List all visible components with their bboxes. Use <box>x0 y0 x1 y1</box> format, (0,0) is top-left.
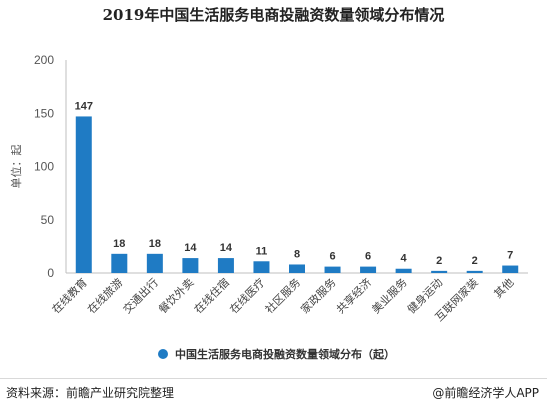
data-label: 2 <box>436 255 442 267</box>
x-tick-label: 在线住宿 <box>191 275 232 316</box>
data-label: 14 <box>184 242 197 254</box>
y-tick-label: 200 <box>34 53 54 67</box>
legend-label: 中国生活服务电商投融资数量领域分布（起） <box>175 347 395 361</box>
data-label: 4 <box>401 253 408 265</box>
y-tick-label: 0 <box>47 266 54 280</box>
data-label: 6 <box>365 251 371 263</box>
chart-title: 2019年中国生活服务电商投融资数量领域分布情况 <box>102 6 445 24</box>
source-note: 资料来源：前瞻产业研究院整理 <box>6 386 175 400</box>
x-tick-label: 在线医疗 <box>227 275 268 316</box>
data-label: 7 <box>507 250 513 262</box>
bar <box>289 264 305 273</box>
data-label: 2 <box>472 255 478 267</box>
y-tick-label: 50 <box>41 213 55 227</box>
x-tick-label: 美业服务 <box>369 276 409 316</box>
y-tick-label: 100 <box>34 160 54 174</box>
x-tick-label: 在线旅游 <box>84 275 125 316</box>
bar <box>146 253 163 273</box>
bar <box>217 258 234 273</box>
data-label: 18 <box>113 238 125 250</box>
bar <box>431 270 448 273</box>
bar <box>395 268 412 273</box>
y-tick-label: 150 <box>34 106 54 120</box>
bar <box>324 266 341 273</box>
x-tick-label: 其他 <box>492 276 517 301</box>
data-label: 6 <box>329 251 335 263</box>
x-tick-label: 餐饮外卖 <box>155 275 196 316</box>
bar <box>182 258 199 273</box>
y-axis-label: 单位：起 <box>9 145 23 189</box>
data-label: 14 <box>220 242 233 254</box>
bar <box>75 116 92 273</box>
bar <box>360 266 377 273</box>
data-label: 11 <box>256 245 268 257</box>
bar <box>111 253 128 273</box>
x-tick-label: 社区服务 <box>262 275 303 316</box>
x-tick-label: 在线教育 <box>49 275 90 316</box>
footer-divider <box>0 378 547 379</box>
x-tick-label: 共享经济 <box>333 275 374 316</box>
bar <box>502 265 519 273</box>
data-label: 18 <box>149 238 161 250</box>
bar <box>253 261 270 273</box>
data-label: 8 <box>294 248 300 260</box>
x-tick-label: 家政服务 <box>298 275 339 316</box>
bar <box>466 270 483 273</box>
data-label: 147 <box>75 100 93 112</box>
copyright-note: @前瞻经济学人APP <box>432 386 539 400</box>
legend-marker <box>158 349 168 359</box>
x-tick-label: 交通出行 <box>120 275 161 316</box>
